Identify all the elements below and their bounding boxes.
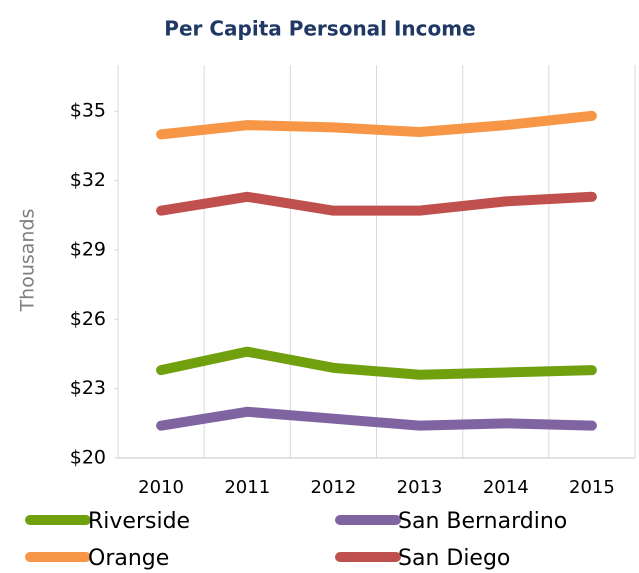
series-line (156, 346, 597, 380)
legend-label: San Diego (398, 546, 510, 571)
x-tick-label: 2011 (224, 477, 270, 498)
y-axis-title: Thousands (17, 209, 39, 313)
legend-label: Riverside (88, 509, 190, 534)
y-tick-label: $26 (70, 308, 106, 330)
y-tick-label: $29 (70, 238, 106, 260)
series-line (156, 110, 597, 140)
x-tick-label: 2010 (138, 477, 184, 498)
y-tick-label: $23 (70, 377, 106, 399)
x-tick-label: 2015 (569, 477, 615, 498)
legend-label: Orange (88, 546, 169, 571)
legend-label: San Bernardino (398, 509, 567, 534)
series-line (156, 406, 597, 431)
x-tick-label: 2014 (483, 477, 529, 498)
y-tick-label: $20 (70, 447, 106, 469)
y-tick-label: $35 (70, 100, 106, 122)
y-tick-label: $32 (70, 169, 106, 191)
x-tick-label: 2013 (397, 477, 443, 498)
series-line (156, 191, 597, 216)
x-tick-label: 2012 (311, 477, 357, 498)
chart-title: Per Capita Personal Income (164, 17, 475, 41)
